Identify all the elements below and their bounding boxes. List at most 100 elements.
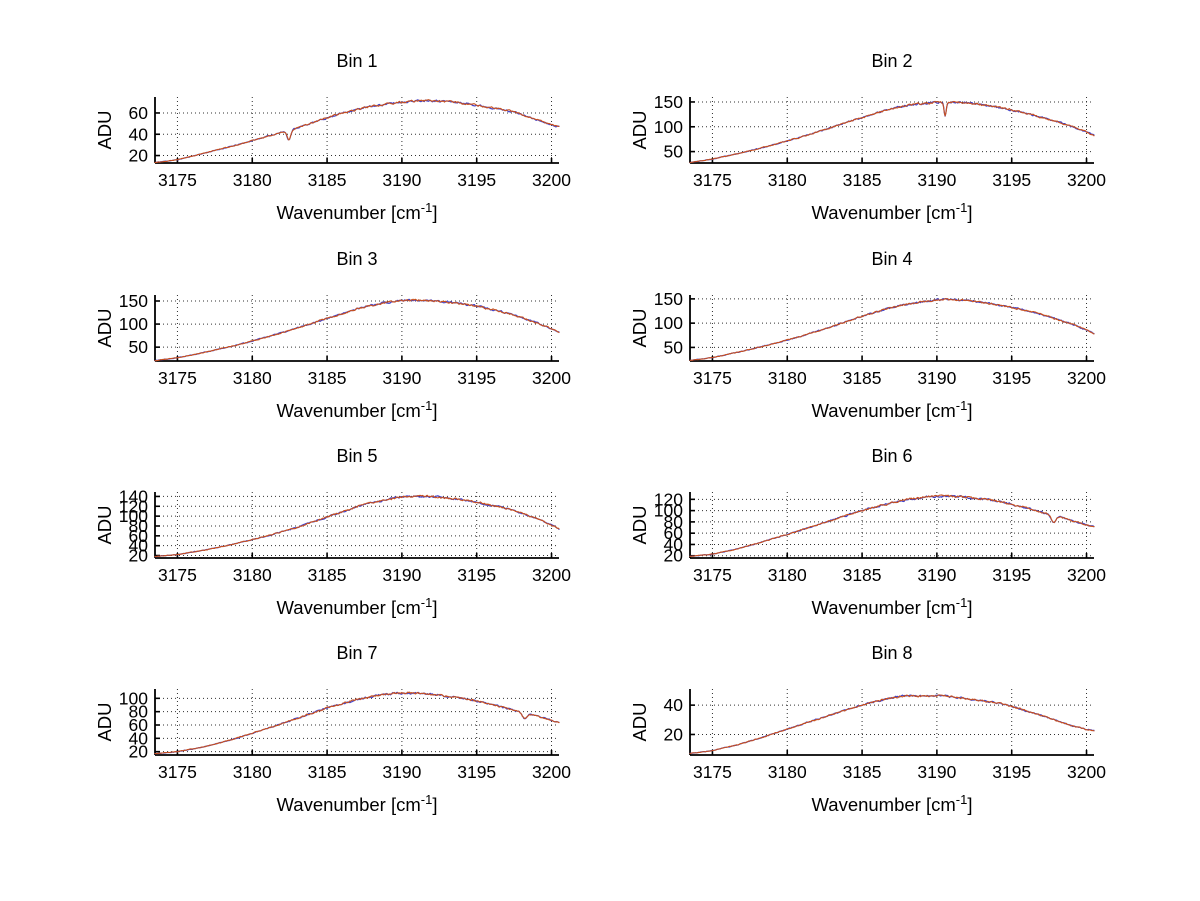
x-axis-label-text: Wavenumber [cm <box>811 794 956 816</box>
plot-area-bin-4: 3175 3180 3185 3190 3195 3200 50 100 150 <box>654 289 1106 388</box>
plot-area-bin-2: 3175 3180 3185 3190 3195 3200 50 100 150 <box>654 92 1106 190</box>
subplot-bin-5: 3175 3180 3185 3190 3195 3200 20 40 60 80 100 120 14… <box>30 445 590 630</box>
x-tick-label: 3175 <box>693 565 732 585</box>
x-tick-label: 3190 <box>917 368 956 388</box>
x-tick-label: 3180 <box>233 170 272 190</box>
y-tick-label: 80 <box>664 512 684 532</box>
plot-area-bin-3: 3175 3180 3185 3190 3195 3200 50 100 150 <box>119 291 571 388</box>
y-tick-label: 40 <box>129 728 149 748</box>
x-tick-label: 3180 <box>233 565 272 585</box>
y-tick-label: 20 <box>664 546 684 566</box>
x-tick-label: 3190 <box>917 762 956 782</box>
y-tick-label: 50 <box>129 337 149 357</box>
x-axis-label: Wavenumber [cm-1] <box>690 792 1094 816</box>
spectrum-red-line <box>689 694 1095 755</box>
x-tick-label: 3200 <box>532 170 571 190</box>
x-axis-label-superscript: -1 <box>420 792 433 807</box>
y-tick-label: 50 <box>664 142 684 162</box>
y-axis-label: ADU <box>94 505 115 545</box>
x-axis-label: Wavenumber [cm-1] <box>155 595 559 619</box>
y-tick-label: 120 <box>654 489 683 509</box>
x-tick-label: 3180 <box>768 170 807 190</box>
subplot-bin-6: 3175 3180 3185 3190 3195 3200 20 40 60 80 100 120 Bi… <box>565 445 1125 630</box>
plot-area-bin-5: 3175 3180 3185 3190 3195 3200 2040608010012014… <box>119 486 571 585</box>
x-tick-label: 3190 <box>917 170 956 190</box>
x-axis-label-close: ] <box>432 400 438 422</box>
x-tick-label: 3200 <box>532 565 571 585</box>
y-tick-label: 80 <box>129 702 149 722</box>
y-tick-label: 100 <box>654 117 683 137</box>
x-axis-label: Wavenumber [cm-1] <box>155 398 559 422</box>
y-tick-label: 150 <box>119 291 148 311</box>
x-tick-label: 3200 <box>1067 368 1106 388</box>
subplot-bin-2: 3175 3180 3185 3190 3195 3200 50 100 150 Bin 2 ADU… <box>565 50 1125 235</box>
x-axis-label-close: ] <box>432 202 438 224</box>
x-axis-label: Wavenumber [cm-1] <box>690 200 1094 224</box>
x-tick-label: 3200 <box>1067 762 1106 782</box>
x-tick-label: 3175 <box>158 368 197 388</box>
x-tick-label: 3190 <box>917 565 956 585</box>
y-tick-label: 60 <box>664 523 684 543</box>
y-tick-label: 100 <box>119 314 148 334</box>
y-tick-label: 100 <box>119 688 148 708</box>
y-tick-label: 120 <box>119 496 148 516</box>
y-tick-label: 60 <box>129 103 149 123</box>
x-tick-label: 3195 <box>457 762 496 782</box>
x-tick-label: 3175 <box>158 170 197 190</box>
y-axis-label: ADU <box>629 702 650 742</box>
x-tick-label: 3185 <box>308 170 347 190</box>
subplot-bin-1: 3175 3180 3185 3190 3195 3200 20 40 60 Bin 1 ADU Wa… <box>30 50 590 235</box>
subplot-bin-7: 3175 3180 3185 3190 3195 3200 20 40 60 80 100 Bin 7… <box>30 642 590 827</box>
x-tick-label: 3180 <box>768 565 807 585</box>
x-axis-label-text: Wavenumber [cm <box>811 400 956 422</box>
y-tick-label: 40 <box>129 124 149 144</box>
subplot-title: Bin 8 <box>871 643 913 663</box>
y-axis-label: ADU <box>94 702 115 742</box>
x-tick-label: 3195 <box>992 762 1031 782</box>
x-axis-label-close: ] <box>967 202 973 224</box>
y-axis-label: ADU <box>94 110 115 150</box>
spectrum-blue-line <box>689 100 1095 164</box>
x-axis-label-superscript: -1 <box>420 398 433 413</box>
x-axis-label-superscript: -1 <box>420 200 433 215</box>
x-tick-label: 3175 <box>158 762 197 782</box>
x-tick-label: 3185 <box>308 565 347 585</box>
y-tick-label: 150 <box>654 289 683 309</box>
x-axis-label: Wavenumber [cm-1] <box>155 200 559 224</box>
x-tick-label: 3195 <box>457 368 496 388</box>
x-tick-label: 3175 <box>693 170 732 190</box>
x-axis-label-text: Wavenumber [cm <box>811 202 956 224</box>
subplot-title: Bin 6 <box>871 446 913 466</box>
subplot-title: Bin 1 <box>336 51 378 71</box>
x-tick-label: 3185 <box>843 170 882 190</box>
x-tick-label: 3175 <box>158 565 197 585</box>
x-axis-label-text: Wavenumber [cm <box>276 400 421 422</box>
x-tick-label: 3180 <box>768 368 807 388</box>
x-tick-label: 3200 <box>532 762 571 782</box>
x-axis-label-close: ] <box>967 400 973 422</box>
spectrum-red-line <box>689 100 1095 164</box>
x-tick-label: 3180 <box>233 368 272 388</box>
y-tick-label: 40 <box>664 534 684 554</box>
y-tick-label: 50 <box>664 337 684 357</box>
x-axis-label-text: Wavenumber [cm <box>811 597 956 619</box>
x-axis-label-close: ] <box>967 597 973 619</box>
y-axis-label: ADU <box>629 505 650 545</box>
spectrum-red-line <box>154 494 560 558</box>
x-tick-label: 3185 <box>308 368 347 388</box>
spectrum-red-line <box>689 298 1095 361</box>
x-tick-label: 3185 <box>843 762 882 782</box>
y-tick-label: 40 <box>129 536 149 556</box>
x-tick-label: 3195 <box>992 368 1031 388</box>
x-tick-label: 3185 <box>843 368 882 388</box>
y-tick-label: 100 <box>654 313 683 333</box>
y-axis-label: ADU <box>629 308 650 348</box>
x-tick-label: 3200 <box>532 368 571 388</box>
subplot-bin-8: 3175 3180 3185 3190 3195 3200 20 40 Bin 8 ADU Wave… <box>565 642 1125 827</box>
x-tick-label: 3175 <box>693 368 732 388</box>
x-axis-label-text: Wavenumber [cm <box>276 202 421 224</box>
x-axis-label-superscript: -1 <box>955 595 968 610</box>
